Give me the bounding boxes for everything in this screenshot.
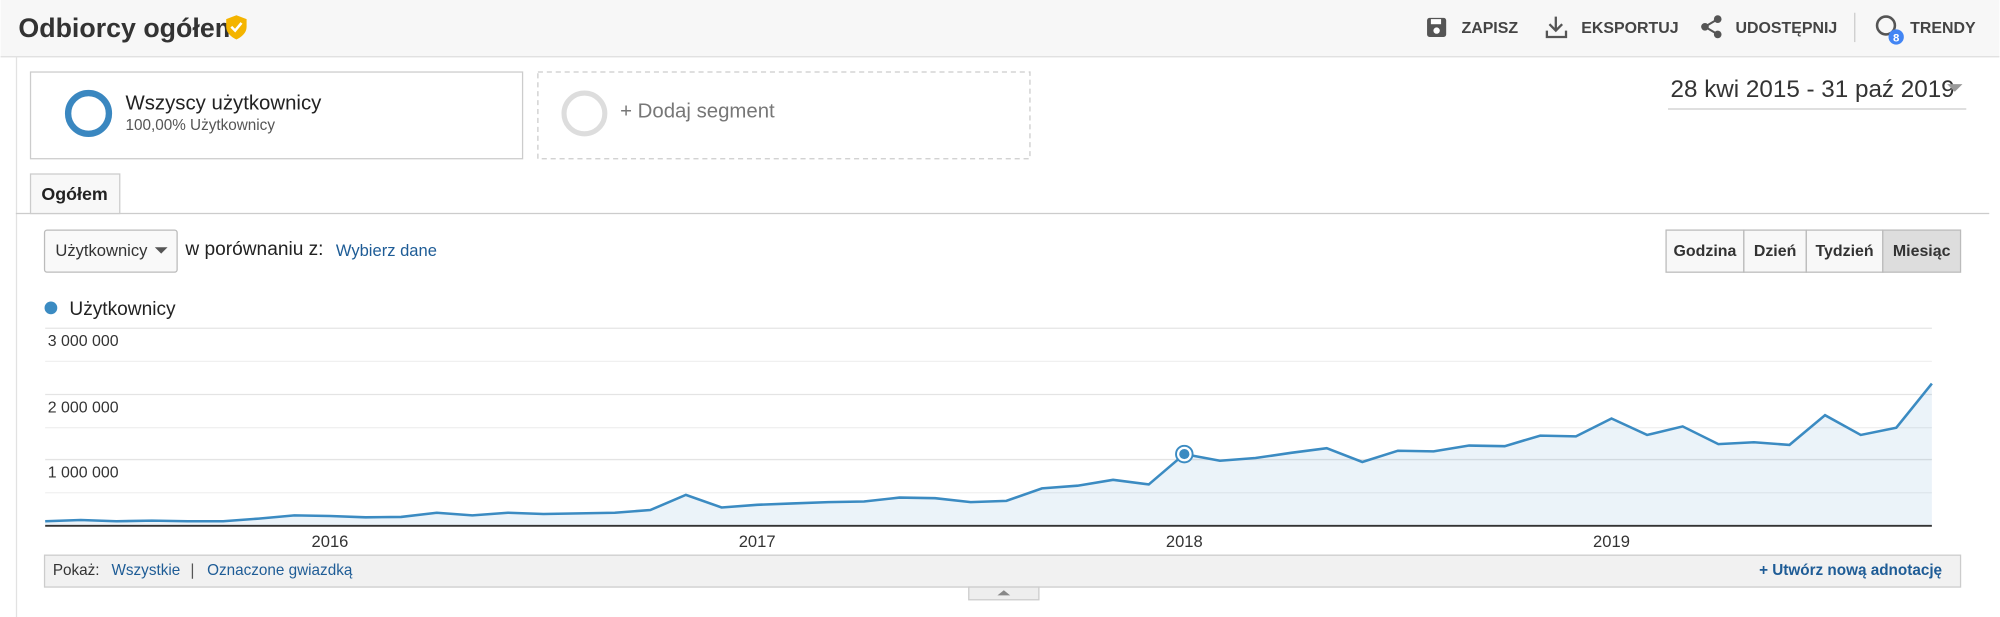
dropdown-caret (154, 247, 168, 254)
action-label: UDOSTĘPNIJ (1736, 20, 1838, 37)
tab[interactable]: Ogółem (29, 173, 121, 215)
metric-dropdown[interactable]: Użytkownicy (43, 229, 178, 273)
action-label: ZAPISZ (1461, 20, 1518, 37)
add-segment-ring (561, 90, 608, 137)
action-save[interactable]: ZAPISZ (1427, 17, 1518, 37)
annotation-show-label: Pokaż: (53, 562, 100, 579)
legend-marker (44, 301, 58, 315)
button-label: Dzień (1754, 243, 1796, 260)
dropdown-label: Użytkownicy (55, 241, 148, 260)
series-line (45, 382, 1933, 523)
segment-detail: 100,00% Użytkownicy (125, 117, 275, 134)
add-segment-label: + Dodaj segment (620, 100, 775, 122)
trends-icon (1875, 15, 1897, 36)
highlight-point-core (1179, 448, 1190, 460)
header-bar (0, 0, 2000, 57)
action-share[interactable]: UDOSTĘPNIJ (1701, 15, 1838, 39)
date-range-label: 28 kwi 2015 - 31 paź 2019 (1671, 76, 1955, 103)
x-tick-label: 2018 (1166, 532, 1203, 551)
granularity-group: Godzina Dzień Tydzień Miesiąc (1665, 229, 1962, 273)
add-segment-box (537, 71, 1031, 160)
export-icon (1545, 16, 1568, 39)
share-icon (1713, 15, 1722, 23)
chart: 1 000 000 2 000 000 3 000 000 2016 2017 2018 2… (45, 327, 1933, 551)
button-label: Godzina (1674, 243, 1737, 260)
tab-label: Ogółem (41, 184, 107, 204)
button-box (1882, 229, 1962, 273)
button-box (1743, 229, 1807, 273)
button-label: Miesiąc (1893, 243, 1951, 260)
y-tick-label: 2 000 000 (48, 399, 119, 416)
y-tick-label: 3 000 000 (48, 333, 119, 350)
segment-ring (64, 89, 113, 138)
granularity-button[interactable]: Godzina (1665, 229, 1745, 273)
save-icon-detail (1430, 19, 1442, 25)
segment-box (29, 71, 524, 160)
button-box (1805, 229, 1884, 273)
date-range[interactable]: 28 kwi 2015 - 31 paź 2019 (1667, 76, 1967, 110)
annotation-bar (43, 554, 1962, 588)
annotation-filter[interactable]: Oznaczone gwiazdką (207, 562, 353, 579)
segment-card[interactable]: Wszyscy użytkownicy 100,00% Użytkownicy (29, 71, 524, 160)
trends-badge-count: 8 (1893, 32, 1900, 44)
compare-link[interactable]: Wybierz dane (336, 241, 437, 260)
granularity-button[interactable]: Dzień (1743, 229, 1807, 273)
share-icon (1713, 30, 1722, 39)
button-box (1665, 229, 1745, 273)
button-label: Tydzień (1816, 243, 1874, 260)
segment-name: Wszyscy użytkownicy (125, 93, 322, 115)
granularity-button[interactable]: Tydzień (1805, 229, 1884, 273)
share-icon (1701, 22, 1709, 31)
date-caret (1947, 84, 1963, 92)
area-fill (45, 383, 1932, 526)
action-export[interactable]: EKSPORTUJ (1545, 16, 1679, 39)
action-label: EKSPORTUJ (1581, 20, 1678, 37)
legend-label: Użytkownicy (69, 299, 176, 320)
trends-badge (1888, 29, 1904, 45)
x-tick-label: 2019 (1593, 532, 1630, 551)
annotation-toggle-caret (997, 590, 1011, 596)
action-trends[interactable]: 8 TRENDY (1875, 15, 1976, 45)
annotation-create[interactable]: + Utwórz nową adnotację (1759, 562, 1942, 579)
compare-label: w porównaniu z: (184, 239, 323, 260)
action-label: TRENDY (1910, 20, 1976, 37)
annotation-filter[interactable]: Wszystkie (111, 562, 180, 579)
tab-box (29, 173, 121, 215)
x-tick-label: 2017 (739, 532, 776, 551)
page-title: Odbiorcy ogółem (18, 13, 238, 43)
verified-check (230, 22, 243, 33)
save-icon-detail (1433, 27, 1440, 34)
add-segment[interactable]: + Dodaj segment (537, 71, 1031, 160)
y-tick-label: 1 000 000 (48, 464, 119, 481)
granularity-button[interactable]: Miesiąc (1882, 229, 1962, 273)
dropdown-box (43, 229, 178, 273)
x-tick-label: 2016 (312, 532, 349, 551)
